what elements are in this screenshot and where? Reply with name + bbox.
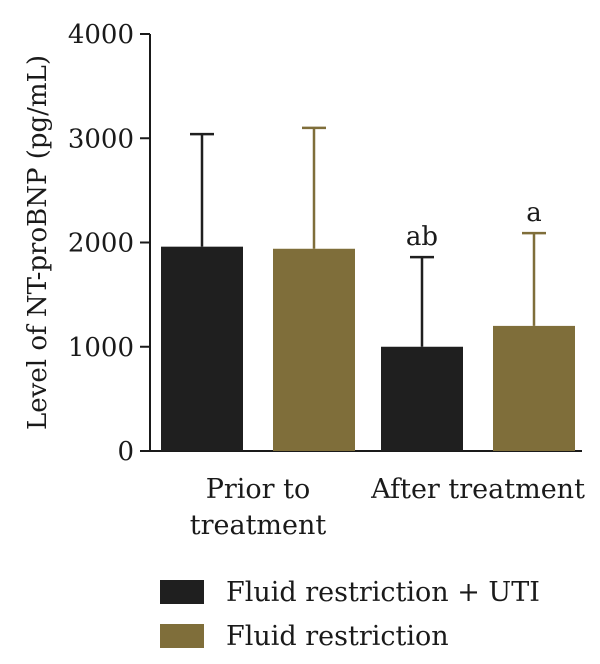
y-tick-label: 1000 bbox=[68, 333, 134, 363]
legend-swatch-fluid-restriction bbox=[160, 624, 204, 648]
legend-swatch-fluid-restriction-uti bbox=[160, 580, 204, 604]
legend: Fluid restriction + UTI Fluid restrictio… bbox=[160, 572, 540, 660]
y-tick-label: 0 bbox=[117, 437, 134, 467]
y-axis-label: Level of NT-proBNP (pg/mL) bbox=[23, 55, 53, 430]
annotation-0: ab bbox=[406, 222, 438, 252]
bar-0-0 bbox=[161, 246, 243, 451]
y-tick-label: 2000 bbox=[68, 229, 134, 259]
bar-1-1 bbox=[493, 325, 575, 451]
x-category-label-line: treatment bbox=[190, 510, 327, 541]
legend-label-fluid-restriction-uti: Fluid restriction + UTI bbox=[226, 576, 540, 608]
legend-label-fluid-restriction: Fluid restriction bbox=[226, 620, 449, 652]
annotation-1: a bbox=[526, 198, 542, 228]
y-tick-label: 4000 bbox=[68, 20, 134, 50]
legend-item-fluid-restriction: Fluid restriction bbox=[160, 616, 540, 656]
x-category-label-1: After treatment bbox=[370, 474, 585, 505]
legend-item-fluid-restriction-uti: Fluid restriction + UTI bbox=[160, 572, 540, 612]
x-category-label-line: After treatment bbox=[370, 474, 585, 505]
bar-0-1 bbox=[381, 346, 463, 451]
bar-1-0 bbox=[273, 248, 355, 451]
y-tick-label: 3000 bbox=[68, 124, 134, 154]
x-category-label-line: Prior to bbox=[206, 474, 311, 505]
chart-svg: 0 1000 2000 3000 4000 Level of NT-proBNP (pg/… bbox=[23, 20, 585, 541]
x-category-label-0: Prior to treatment bbox=[190, 474, 327, 541]
